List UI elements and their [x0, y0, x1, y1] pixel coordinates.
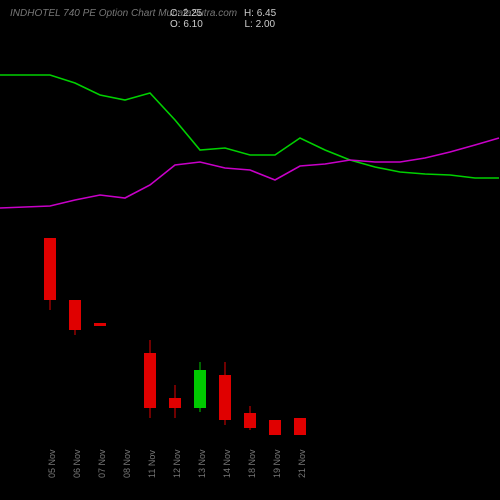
x-axis-label: 12 Nov [172, 449, 182, 478]
x-axis-label: 13 Nov [197, 449, 207, 478]
x-axis-label: 08 Nov [122, 449, 132, 478]
x-axis-label: 14 Nov [222, 449, 232, 478]
x-axis-label: 11 Nov [147, 450, 157, 478]
candle-body [44, 238, 56, 300]
x-axis-label: 19 Nov [272, 449, 282, 478]
candle-body [244, 413, 256, 428]
x-axis-label: 07 Nov [97, 449, 107, 478]
candle-body [269, 420, 281, 435]
magenta-line [0, 138, 499, 208]
candle-body [69, 300, 81, 330]
chart-container: { "title_text": "INDHOTEL 740 PE Option … [0, 0, 500, 500]
x-axis-label: 18 Nov [247, 449, 257, 478]
candle-body [194, 370, 206, 408]
candle-body [169, 398, 181, 408]
candle-body [94, 323, 106, 326]
candle-body [219, 375, 231, 420]
candle-body [144, 353, 156, 408]
green-line [0, 75, 499, 178]
x-axis-label: 21 Nov [297, 449, 307, 478]
chart-svg [0, 0, 500, 500]
candle-body [294, 418, 306, 435]
x-axis-label: 06 Nov [72, 449, 82, 478]
x-axis-label: 05 Nov [47, 449, 57, 478]
